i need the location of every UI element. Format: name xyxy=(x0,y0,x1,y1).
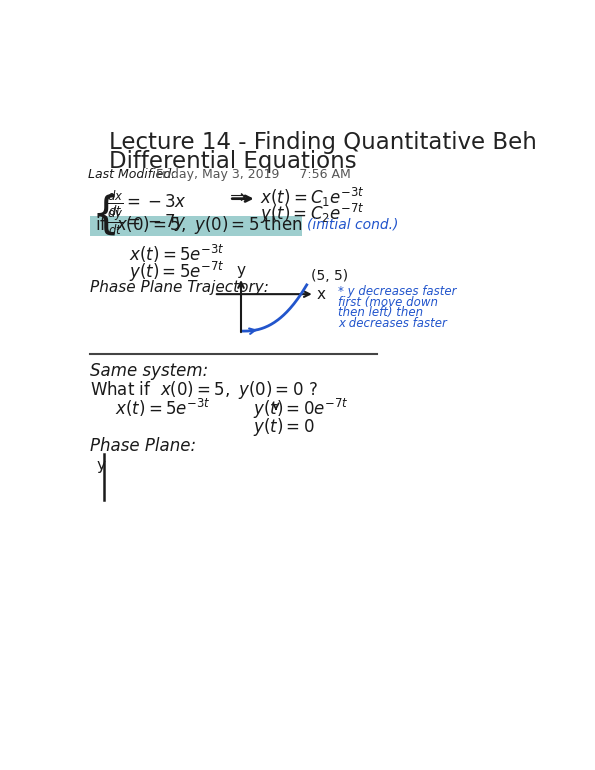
Text: Same system:: Same system: xyxy=(90,362,208,380)
Text: Last Modified:: Last Modified: xyxy=(88,168,176,181)
Text: Phase Plane Trajectory:: Phase Plane Trajectory: xyxy=(90,280,269,295)
Text: (5, 5): (5, 5) xyxy=(311,269,347,283)
Text: $y(t) = 0e^{-7t}$: $y(t) = 0e^{-7t}$ xyxy=(253,397,349,421)
Text: $\Rightarrow$: $\Rightarrow$ xyxy=(226,187,247,206)
Text: $x(t) = C_1 e^{-3t}$: $x(t) = C_1 e^{-3t}$ xyxy=(261,186,365,209)
Text: * y decreases faster: * y decreases faster xyxy=(338,285,456,298)
Text: $\frac{dy}{dt} = -7y$: $\frac{dy}{dt} = -7y$ xyxy=(107,206,187,239)
FancyBboxPatch shape xyxy=(90,216,302,236)
Text: $x(t) = 5e^{-3t}$: $x(t) = 5e^{-3t}$ xyxy=(115,397,211,420)
Text: $\frac{dx}{dt} = -3x$: $\frac{dx}{dt} = -3x$ xyxy=(107,189,187,218)
Text: Friday, May 3, 2019     7:56 AM: Friday, May 3, 2019 7:56 AM xyxy=(156,168,350,181)
Text: Differential Equations: Differential Equations xyxy=(109,150,357,173)
Text: (initial cond.): (initial cond.) xyxy=(307,218,398,232)
Text: if  $x(0) = 5,\ y(0) = 5$ then: if $x(0) = 5,\ y(0) = 5$ then xyxy=(95,214,302,236)
Text: x: x xyxy=(317,286,326,302)
Text: Phase Plane:: Phase Plane: xyxy=(90,437,196,455)
Text: What if  $x(0) = 5,\ y(0) = 0\ ?$: What if $x(0) = 5,\ y(0) = 0\ ?$ xyxy=(90,379,318,401)
Text: then left) then: then left) then xyxy=(338,306,423,320)
Text: $y(t) = 5e^{-7t}$: $y(t) = 5e^{-7t}$ xyxy=(129,260,224,284)
Text: x decreases faster: x decreases faster xyxy=(338,317,447,330)
Text: first (move down: first (move down xyxy=(338,296,438,309)
Text: $x(t) = 5e^{-3t}$: $x(t) = 5e^{-3t}$ xyxy=(129,243,224,266)
Text: $\{$: $\{$ xyxy=(92,192,116,237)
Text: y: y xyxy=(236,263,246,278)
Text: Lecture 14 - Finding Quantitative Behavior of Comple: Lecture 14 - Finding Quantitative Behavi… xyxy=(109,131,595,154)
Text: $y(t) = 0$: $y(t) = 0$ xyxy=(253,416,314,438)
Text: $y(t) = C_2 e^{-7t}$: $y(t) = C_2 e^{-7t}$ xyxy=(261,202,365,226)
Text: y: y xyxy=(96,458,105,473)
